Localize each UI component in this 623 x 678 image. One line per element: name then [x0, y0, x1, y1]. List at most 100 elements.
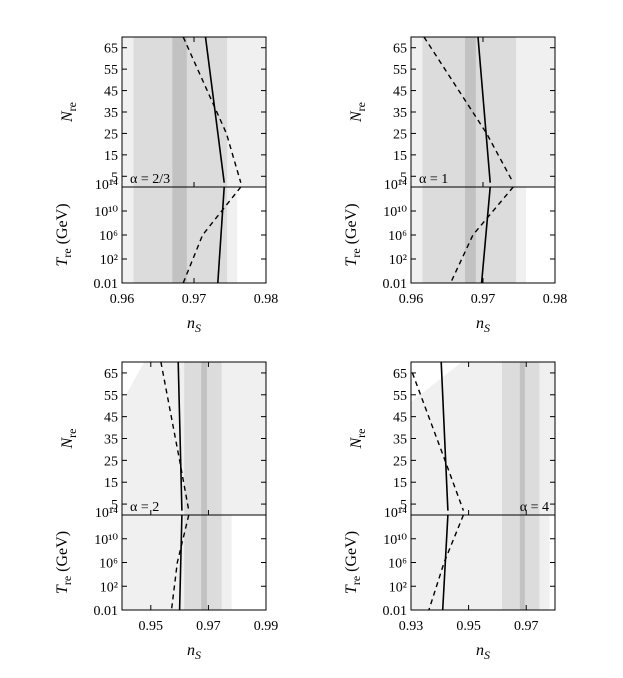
x-axis-label-main: n — [476, 642, 484, 659]
plot-area — [411, 37, 555, 283]
curve-dashed-tre — [428, 514, 465, 610]
plot-area — [122, 362, 266, 610]
tre-tick-label: 10⁶ — [99, 557, 118, 572]
curve-solid-tre — [178, 514, 183, 610]
y-axis-label-nre-main: N — [348, 437, 365, 450]
y-axis-label-tre-main: T — [343, 257, 360, 267]
tre-tick-label: 10² — [100, 253, 118, 268]
curve-solid-nre — [204, 37, 225, 183]
x-axis-label-sub: S — [195, 321, 201, 335]
plot-panel: 5 15 25 35 45 55 65 0.01 10² 10⁶ 10¹⁰ 10¹⁴ 0.95 0.97 0… — [54, 361, 279, 662]
curve-dashed-tre — [170, 514, 190, 610]
nre-tick-label: 25 — [393, 127, 407, 142]
x-tick-label: 0.96 — [110, 292, 135, 307]
nre-tick-label: 65 — [393, 42, 407, 57]
nre-tick-label: 55 — [104, 63, 118, 78]
alpha-annotation: α = 1 — [419, 172, 448, 187]
tre-tick-label: 10¹⁰ — [383, 533, 407, 548]
nre-tick-label: 65 — [104, 367, 118, 382]
y-axis-label-tre-main: T — [54, 257, 71, 267]
y-axis-label-tre-sub: re — [60, 576, 74, 585]
x-axis-label: nS — [187, 315, 201, 335]
tre-tick-label: 10⁶ — [99, 229, 118, 244]
x-tick-label: 0.96 — [399, 292, 424, 307]
x-tick-label: 0.98 — [543, 292, 568, 307]
x-axis-label-sub: S — [195, 648, 201, 662]
x-axis-label-main: n — [187, 315, 195, 332]
y-axis-label-tre: Tre (GeV) — [54, 203, 74, 266]
curve-dashed-nre — [411, 372, 465, 511]
x-axis-label-main: n — [476, 315, 484, 332]
band-dark — [201, 362, 207, 610]
nre-tick-label: 35 — [393, 433, 407, 448]
y-axis-label-nre-sub: re — [354, 102, 368, 111]
nre-tick-label: 65 — [393, 367, 407, 382]
tre-tick-label: 10² — [389, 253, 407, 268]
x-tick-label: 0.99 — [254, 619, 279, 634]
plot-area — [122, 37, 266, 283]
curve-dashed-tre — [182, 186, 242, 283]
y-axis-label-tre-sub: re — [349, 248, 363, 257]
y-axis-label-nre-sub: re — [65, 102, 79, 111]
nre-tick-label: 15 — [104, 149, 118, 164]
tre-tick-label: 10⁶ — [388, 557, 407, 572]
tre-tick-label: 10¹⁰ — [383, 205, 407, 220]
x-axis-label: nS — [476, 315, 490, 335]
nre-tick-label: 45 — [393, 411, 407, 426]
tre-tick-label: 10² — [100, 580, 118, 595]
nre-tick-label: 15 — [393, 476, 407, 491]
band-dark — [172, 37, 187, 283]
alpha-annotation: α = 2 — [130, 500, 159, 515]
curve-solid-tre — [217, 186, 225, 283]
nre-tick-label: 15 — [393, 149, 407, 164]
curve-solid-tre — [480, 186, 491, 283]
tre-tick-label: 10¹⁴ — [384, 506, 407, 521]
tre-tick-label: 10⁶ — [388, 229, 407, 244]
plot-panel: 5 15 25 35 45 55 65 0.01 10² 10⁶ 10¹⁰ 10¹⁴ 0.93 0.95 0… — [343, 361, 556, 662]
tre-tick-label: 0.01 — [94, 277, 119, 292]
tre-tick-label: 10¹⁴ — [95, 178, 118, 193]
curve-solid-nre — [177, 362, 183, 511]
nre-tick-label: 65 — [104, 42, 118, 57]
tre-tick-label: 10² — [389, 580, 407, 595]
tre-tick-label: 0.01 — [94, 604, 119, 619]
nre-tick-label: 25 — [104, 454, 118, 469]
y-axis-label-tre-unit: (GeV) — [343, 531, 360, 576]
nre-tick-label: 5 — [111, 498, 118, 513]
y-axis-label-nre: Nre — [59, 102, 79, 123]
y-axis-label-tre-sub: re — [349, 576, 363, 585]
tre-tick-label: 10¹⁴ — [95, 506, 118, 521]
curve-dashed-nre — [160, 362, 190, 511]
y-axis-label-nre-main: N — [59, 437, 76, 450]
y-axis-label-tre-unit: (GeV) — [343, 203, 360, 248]
nre-tick-label: 35 — [393, 106, 407, 121]
y-axis-label-tre: Tre (GeV) — [54, 531, 74, 594]
x-axis-label: nS — [187, 642, 201, 662]
tre-tick-label: 0.01 — [383, 604, 408, 619]
alpha-annotation: α = 4 — [520, 500, 549, 515]
y-axis-label-tre: Tre (GeV) — [343, 531, 363, 594]
curve-dashed-nre — [423, 37, 514, 184]
curve-solid-tre — [441, 514, 449, 610]
y-axis-label-nre-sub: re — [354, 429, 368, 438]
y-axis-label-tre-main: T — [54, 584, 71, 594]
nre-tick-label: 45 — [104, 85, 118, 100]
curve-solid-nre — [477, 37, 491, 183]
x-tick-label: 0.95 — [139, 619, 164, 634]
x-axis-label-sub: S — [484, 648, 490, 662]
x-tick-label: 0.97 — [196, 619, 221, 634]
plot-panel: 5 15 25 35 45 55 65 0.01 10² 10⁶ 10¹⁰ 10¹⁴ 0.96 0.97 0… — [343, 36, 568, 335]
tre-tick-label: 10¹⁴ — [384, 178, 407, 193]
y-axis-label-nre: Nre — [348, 429, 368, 450]
nre-tick-label: 5 — [400, 498, 407, 513]
y-axis-label-nre-main: N — [59, 110, 76, 123]
nre-tick-label: 35 — [104, 433, 118, 448]
band-dark — [465, 37, 476, 283]
y-axis-label-tre: Tre (GeV) — [343, 203, 363, 266]
alpha-annotation: α = 2/3 — [130, 172, 170, 187]
nre-tick-label: 55 — [393, 389, 407, 404]
x-tick-label: 0.97 — [471, 292, 496, 307]
y-axis-label-tre-sub: re — [60, 248, 74, 257]
y-axis-label-nre: Nre — [348, 102, 368, 123]
x-tick-label: 0.98 — [254, 292, 279, 307]
